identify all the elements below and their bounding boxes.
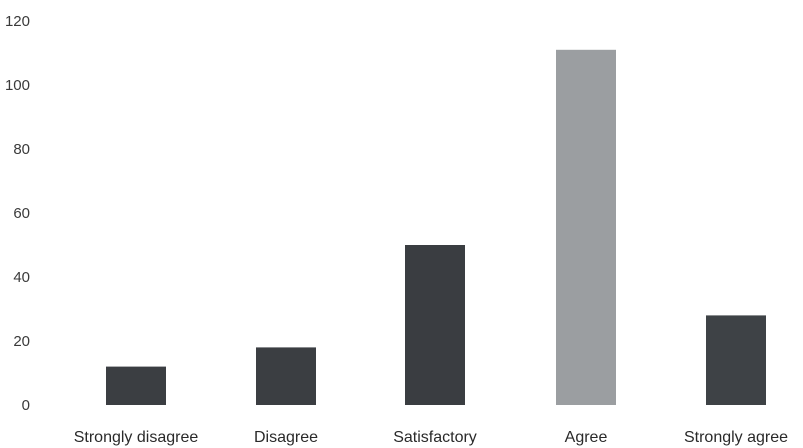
- y-tick-label: 40: [13, 269, 30, 286]
- x-axis: Strongly disagree Disagree Satisfactory Agr…: [74, 429, 788, 446]
- x-tick-label: Strongly disagree: [74, 429, 199, 446]
- bar: [256, 347, 316, 405]
- bar: [706, 315, 766, 405]
- bars-group: [106, 49, 766, 406]
- bar: [556, 49, 616, 406]
- y-axis: 0 20 40 60 80 100 120: [5, 13, 30, 414]
- y-tick-label: 20: [13, 333, 30, 350]
- x-tick-label: Agree: [565, 429, 608, 446]
- y-tick-label: 100: [5, 77, 30, 94]
- x-tick-label: Disagree: [254, 429, 318, 446]
- bar: [106, 366, 166, 405]
- x-tick-label: Strongly agree: [684, 429, 788, 446]
- bar: [405, 245, 465, 405]
- y-tick-label: 80: [13, 141, 30, 158]
- y-tick-label: 60: [13, 205, 30, 222]
- y-tick-label: 0: [22, 397, 30, 414]
- x-tick-label: Satisfactory: [393, 429, 477, 446]
- y-tick-label: 120: [5, 13, 30, 30]
